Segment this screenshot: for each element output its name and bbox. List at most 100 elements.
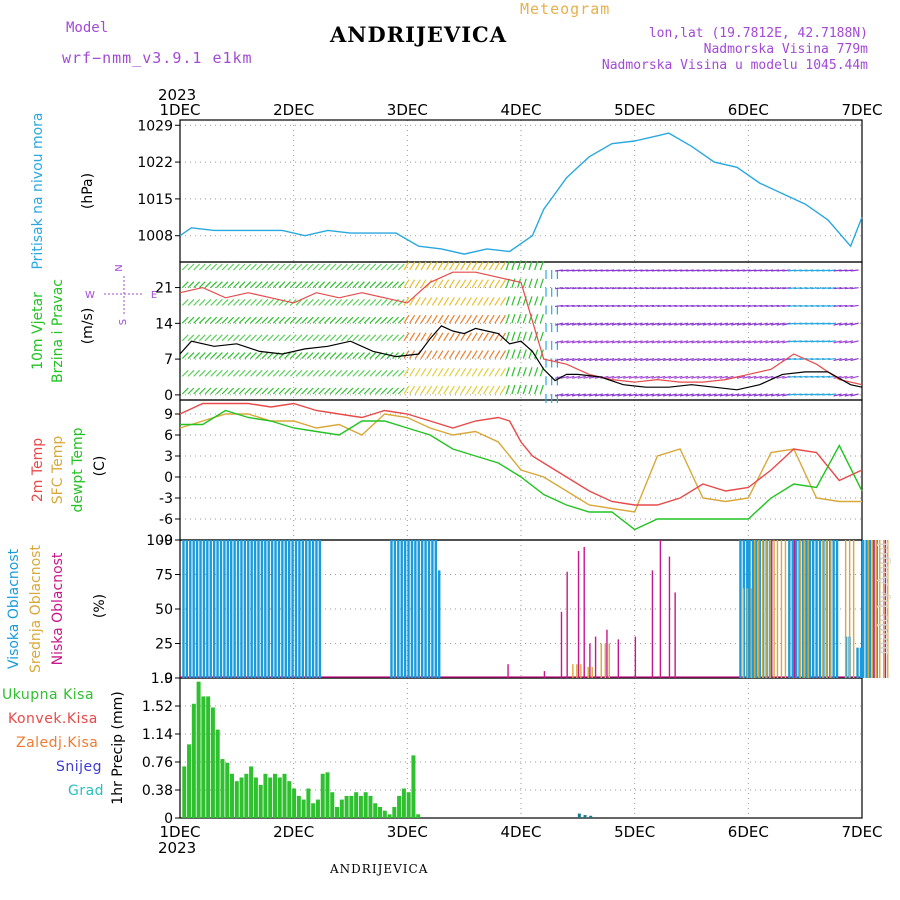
wind-barb	[301, 316, 309, 324]
cloud-high-bar	[287, 540, 291, 678]
wind-barb	[534, 296, 539, 306]
wind-barb	[193, 263, 201, 271]
wind-barb	[748, 322, 757, 326]
wind-barb	[714, 322, 723, 326]
wind-barb	[651, 393, 660, 397]
wind-barb	[465, 314, 472, 324]
cloud-mid-bar	[769, 540, 771, 678]
wind-barb	[289, 369, 297, 377]
wind-barb	[187, 263, 195, 271]
legend-item: Ukupna Kisa	[2, 687, 94, 703]
wind-barb	[623, 393, 632, 397]
cloud-high-bar	[410, 540, 414, 678]
wind-barb	[827, 304, 836, 308]
wind-barb	[267, 263, 274, 271]
wind-barb	[748, 357, 757, 362]
cloud-high-bar	[195, 540, 199, 678]
wind-barb	[494, 314, 501, 324]
cloud-high-bar	[427, 540, 431, 678]
wind-barb	[685, 393, 694, 397]
cloud-high-bar	[281, 540, 284, 678]
wind-barb	[680, 269, 689, 272]
wind-barb	[380, 352, 388, 359]
cloud-high-bar	[407, 540, 410, 678]
cloud-high-bar	[403, 540, 407, 678]
wind-barb	[232, 281, 240, 289]
wind-barb	[640, 340, 649, 344]
wind-barb	[278, 316, 286, 324]
wind-barb	[204, 369, 212, 377]
wind-barb	[471, 279, 478, 289]
wind-barb	[409, 279, 416, 289]
wind-barb	[363, 299, 371, 306]
wind-barb	[787, 269, 797, 272]
x-tick-label-top: 7DEC	[841, 101, 882, 119]
wind-barb	[517, 384, 522, 395]
wind-barb	[617, 340, 626, 344]
cloud-low-bar	[589, 643, 591, 678]
wind-barb	[611, 269, 620, 272]
cloud-low-bar	[560, 611, 563, 678]
precip-bar	[392, 806, 397, 818]
ylabel-wind: 10m Vjetar	[30, 292, 46, 370]
cloud-low-bar	[606, 629, 608, 678]
cloud-high-bar	[192, 540, 195, 678]
wind-barb	[517, 331, 522, 342]
cloud-high-bar	[223, 540, 226, 678]
wind-barb	[748, 269, 757, 272]
wind-barb	[782, 304, 791, 308]
wind-barb	[793, 357, 802, 361]
wind-barb	[272, 334, 280, 342]
wind-barb	[606, 304, 615, 308]
wind-barb	[583, 269, 592, 272]
direction-north: N	[114, 264, 125, 271]
wind-barb	[696, 357, 706, 362]
wind-barb	[634, 357, 643, 362]
wind-barb	[420, 350, 427, 359]
wind-barb	[267, 281, 274, 289]
wind-barb	[628, 269, 638, 272]
wind-barb	[363, 352, 371, 359]
wind-barb	[380, 299, 388, 306]
cloud-high-bar	[284, 540, 287, 678]
wind-barb	[261, 281, 269, 289]
wind-barb	[295, 316, 303, 324]
wind-barb	[844, 322, 854, 326]
wind-barb	[380, 281, 388, 289]
wind-barb	[420, 297, 427, 306]
wind-barb	[511, 349, 516, 359]
wind-barb	[443, 261, 450, 271]
wind-barb	[702, 322, 711, 326]
wind-barb	[770, 393, 780, 397]
wind-barb	[210, 352, 218, 359]
wind-barb	[674, 340, 683, 344]
wind-barb	[221, 281, 229, 289]
wind-barb	[776, 393, 785, 397]
ylabel-pressure-unit: (hPa)	[80, 173, 96, 209]
cloud-mid-bar	[576, 664, 578, 678]
x-tick-label-top: 1DEC	[159, 101, 200, 119]
wind-barb	[799, 357, 808, 361]
precip-bar	[358, 795, 363, 818]
wind-barb	[810, 340, 819, 343]
wind-barb	[380, 263, 388, 271]
wind-barb	[346, 387, 354, 395]
cloud-high-bar	[808, 540, 811, 678]
ylabel-cloud-low: Niska Oblacnost	[50, 552, 66, 665]
wind-barb	[346, 281, 354, 289]
wind-barb	[204, 316, 212, 324]
wind-barb	[611, 304, 620, 308]
wind-barb	[437, 385, 444, 395]
wind-barb	[668, 357, 677, 362]
model-elevation-label: Nadmorska Visina u modelu 1045.44m	[601, 58, 868, 73]
wind-barb	[589, 304, 598, 308]
cloud-mid-bar	[807, 540, 809, 678]
wind-barb	[736, 269, 745, 272]
x-tick-label-bottom: 5DEC	[614, 823, 655, 841]
wind-barb	[346, 316, 354, 324]
wind-barb	[680, 304, 689, 308]
wind-barb	[323, 263, 331, 271]
wind-barb	[443, 350, 450, 359]
wind-barb	[668, 287, 677, 290]
wind-barb	[685, 287, 694, 290]
